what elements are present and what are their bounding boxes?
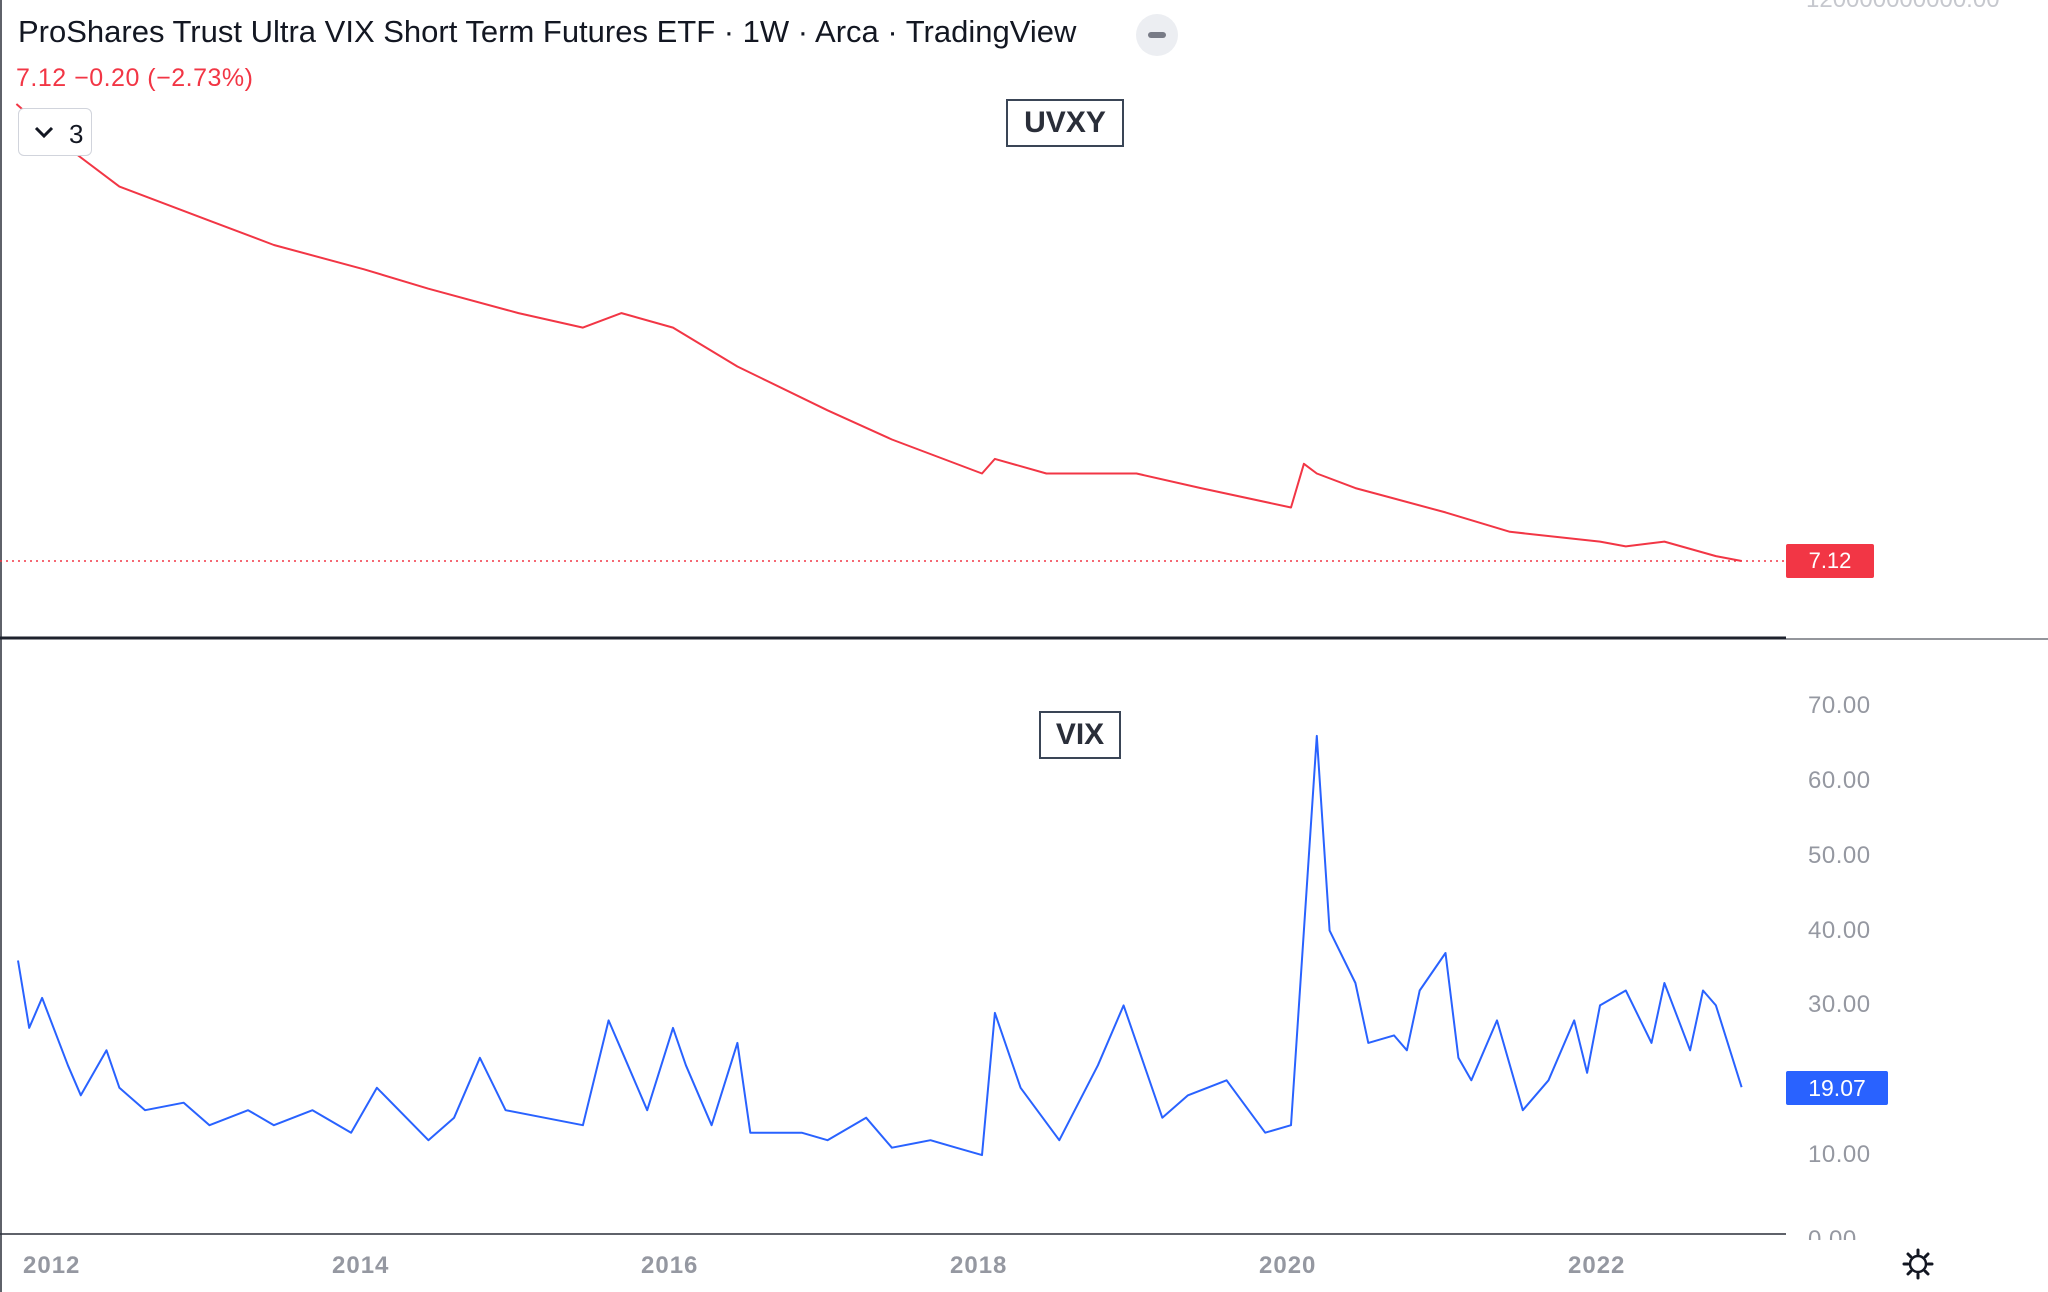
vix-y-tick-label: 40.00: [1808, 916, 1871, 944]
uvxy-series-line: [15, 103, 1742, 562]
vix-series-line: [17, 734, 1743, 1157]
minus-icon[interactable]: [1136, 14, 1178, 56]
vix-y-tick-label: 30.00: [1808, 991, 1871, 1019]
symbol-title[interactable]: ProShares Trust Ultra VIX Short Term Fut…: [18, 14, 1077, 49]
indicator-count: 3: [69, 119, 84, 149]
price-axis-label-top: 120000000000.00: [1806, 0, 2000, 14]
vix-y-tick-label: 60.00: [1808, 766, 1871, 794]
vix-y-tick-label: 70.00: [1808, 692, 1871, 719]
vix-label: VIX: [1039, 711, 1121, 759]
vix-y-tick-label: 0.00: [1808, 1226, 1857, 1240]
price-change: 7.12 −0.20 (−2.73%): [16, 64, 254, 92]
time-axis-label: 2020: [1259, 1252, 1317, 1279]
uvxy-last-price-tag: 7.12: [1786, 544, 1874, 578]
time-axis-label: 2018: [950, 1252, 1008, 1279]
chevron-down-icon: [34, 126, 54, 139]
vix-y-tick-label: 10.00: [1808, 1141, 1871, 1169]
time-axis-label: 2014: [332, 1252, 390, 1279]
time-axis-label: 2022: [1568, 1252, 1626, 1279]
time-axis-label: 2012: [23, 1252, 81, 1279]
indicator-toggle-button[interactable]: 3: [18, 108, 92, 156]
gear-icon[interactable]: [1902, 1248, 1934, 1280]
time-axis-label: 2016: [641, 1252, 699, 1279]
vix-y-tick-label: 50.00: [1808, 841, 1871, 869]
uvxy-label: UVXY: [1006, 99, 1124, 147]
vix-last-price-tag: 19.07: [1786, 1071, 1888, 1105]
